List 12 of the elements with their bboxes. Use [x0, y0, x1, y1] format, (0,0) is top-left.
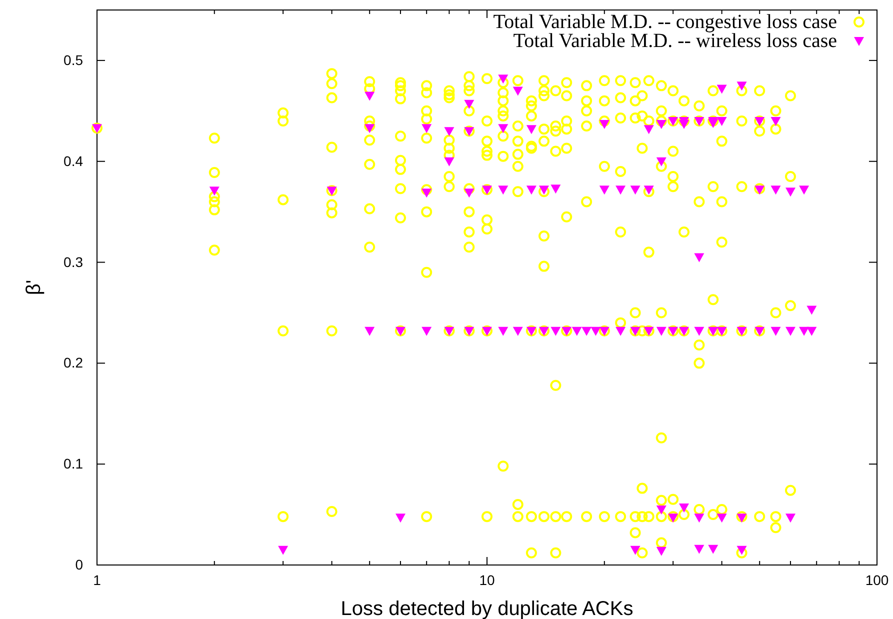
x-tick-label: 10 [479, 572, 495, 588]
x-axis-title: Loss detected by duplicate ACKs [340, 598, 634, 619]
y-tick-label: 0.4 [64, 152, 84, 169]
y-tick-label: 0 [75, 556, 84, 572]
x-tick-label: 100 [865, 572, 889, 588]
x-tick-label: 1 [93, 572, 102, 588]
y-tick-label: 0.2 [64, 354, 84, 371]
y-tick-label: 0.1 [64, 456, 84, 472]
y-axis-title: β' [23, 280, 45, 296]
y-tick-label: 0.3 [64, 254, 84, 270]
y-tick-label: 0.5 [64, 52, 84, 68]
text: Total Variable M.D. -- congestive loss case [493, 11, 838, 33]
